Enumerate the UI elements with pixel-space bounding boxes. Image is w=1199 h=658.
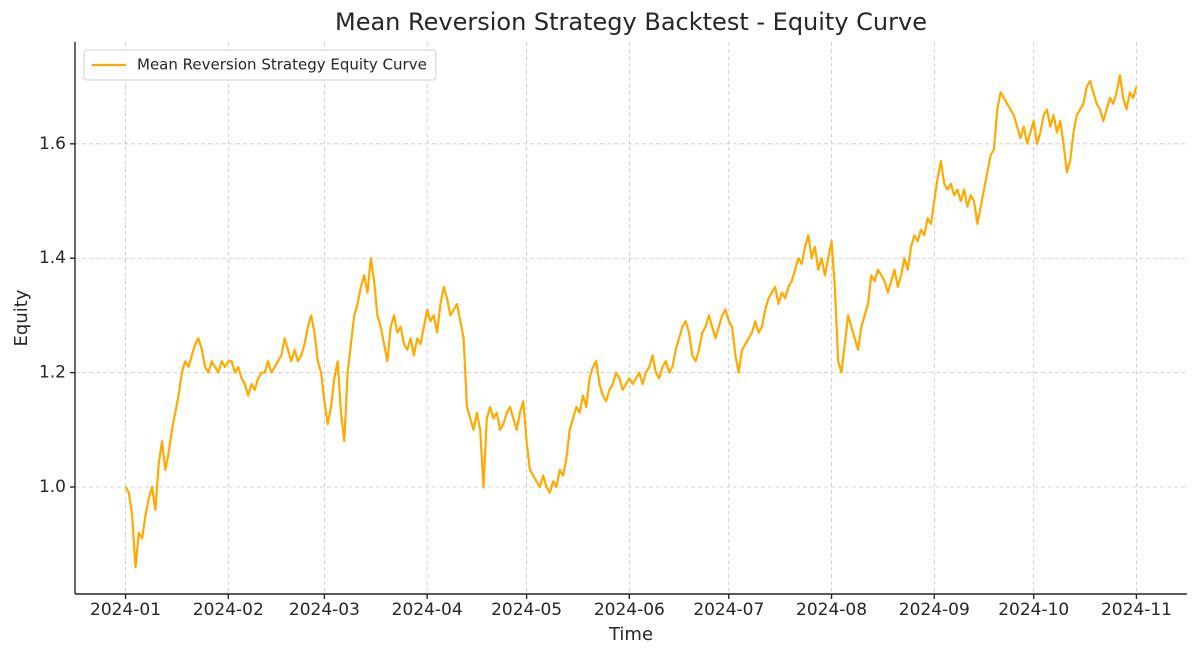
x-tick-label: 2024-07 bbox=[693, 600, 764, 620]
x-tick-label: 2024-08 bbox=[796, 600, 867, 620]
y-tick-label: 1.6 bbox=[39, 134, 66, 154]
legend-box bbox=[83, 49, 437, 81]
x-tick-label: 2024-02 bbox=[193, 600, 264, 620]
y-axis-label: Equity bbox=[11, 289, 32, 346]
x-axis-label: Time bbox=[608, 624, 653, 645]
legend-label: Mean Reversion Strategy Equity Curve bbox=[137, 56, 427, 74]
x-tick-label: 2024-03 bbox=[289, 600, 360, 620]
legend: Mean Reversion Strategy Equity Curve bbox=[83, 49, 437, 81]
x-tick-label: 2024-11 bbox=[1101, 600, 1172, 620]
y-tick-label: 1.0 bbox=[39, 477, 66, 497]
y-tick-label: 1.2 bbox=[39, 363, 66, 383]
x-tick-label: 2024-06 bbox=[594, 600, 665, 620]
y-tick-label: 1.4 bbox=[39, 248, 66, 268]
x-tick-label: 2024-09 bbox=[899, 600, 970, 620]
chart-title: Mean Reversion Strategy Backtest - Equit… bbox=[335, 8, 927, 36]
equity-line bbox=[124, 74, 1138, 569]
x-tick-label: 2024-04 bbox=[392, 600, 463, 620]
x-tick-label: 2024-01 bbox=[90, 600, 161, 620]
x-tick-label: 2024-05 bbox=[491, 600, 562, 620]
x-tick-label: 2024-10 bbox=[998, 600, 1069, 620]
